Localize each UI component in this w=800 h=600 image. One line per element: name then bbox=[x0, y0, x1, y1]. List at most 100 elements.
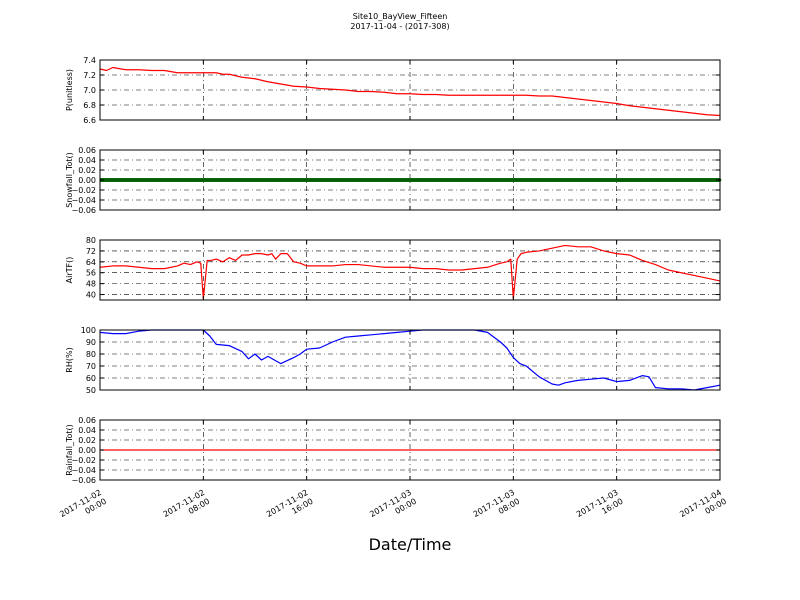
series-point bbox=[492, 178, 496, 182]
series-point bbox=[646, 178, 651, 182]
series-point bbox=[407, 178, 411, 182]
series-point bbox=[133, 178, 138, 182]
series-point bbox=[370, 178, 374, 182]
series-point bbox=[179, 178, 184, 182]
series-point bbox=[681, 178, 685, 182]
series-point bbox=[336, 178, 340, 182]
series-point bbox=[446, 178, 450, 182]
series-point bbox=[278, 178, 282, 182]
series-point bbox=[587, 178, 591, 182]
series-point bbox=[159, 178, 163, 182]
y-axis-label: Rainfall_Tot() bbox=[65, 424, 74, 476]
series-point bbox=[297, 178, 301, 182]
series-point bbox=[695, 178, 699, 182]
series-point bbox=[529, 178, 533, 182]
y-tick-label: 50 bbox=[86, 386, 96, 395]
series-point bbox=[281, 178, 285, 182]
y-tick-label: −0.04 bbox=[71, 466, 96, 475]
series-point bbox=[570, 178, 575, 182]
series-point bbox=[400, 178, 404, 182]
series-point bbox=[366, 178, 370, 182]
subplot-2: 0.060.040.020.00−0.02−0.04−0.06Snowfall_… bbox=[65, 146, 722, 215]
series-point bbox=[619, 178, 623, 182]
series-point bbox=[676, 178, 680, 182]
series-point bbox=[683, 178, 687, 182]
series-point bbox=[354, 178, 358, 182]
y-tick-label: 0.04 bbox=[78, 156, 96, 165]
series-point bbox=[566, 178, 570, 182]
series-point bbox=[573, 178, 577, 182]
series-point bbox=[409, 178, 414, 182]
series-point bbox=[301, 178, 305, 182]
series-point bbox=[246, 178, 250, 182]
series-point bbox=[361, 178, 365, 182]
series-point bbox=[511, 178, 515, 182]
chart-title: Site10_BayView_Fifteen bbox=[353, 12, 448, 21]
series-point bbox=[485, 178, 489, 182]
series-point bbox=[290, 178, 294, 182]
series-point bbox=[538, 178, 542, 182]
y-tick-label: 72 bbox=[86, 247, 96, 256]
series-point bbox=[214, 178, 218, 182]
series-point bbox=[368, 178, 372, 182]
y-tick-label: −0.02 bbox=[71, 186, 96, 195]
series-point bbox=[702, 178, 706, 182]
series-point bbox=[460, 178, 464, 182]
series-point bbox=[580, 178, 584, 182]
series-point bbox=[518, 178, 522, 182]
series-point bbox=[375, 178, 379, 182]
series-point bbox=[398, 178, 402, 182]
series-point bbox=[322, 178, 326, 182]
series-point bbox=[113, 178, 117, 182]
series-point bbox=[697, 178, 701, 182]
x-axis-label: Date/Time bbox=[369, 535, 452, 554]
series-point bbox=[186, 178, 190, 182]
series-point bbox=[472, 178, 476, 182]
series-point bbox=[131, 178, 135, 182]
series-point bbox=[136, 178, 140, 182]
y-tick-label: −0.06 bbox=[71, 206, 96, 215]
series-point bbox=[536, 178, 540, 182]
series-point bbox=[692, 178, 697, 182]
series-point bbox=[557, 178, 561, 182]
series-point bbox=[568, 178, 572, 182]
y-tick-label: 6.6 bbox=[83, 116, 96, 125]
series-point bbox=[651, 178, 655, 182]
series-point bbox=[426, 178, 430, 182]
series-point bbox=[628, 178, 632, 182]
series-point bbox=[115, 178, 119, 182]
series-point bbox=[547, 178, 552, 182]
series-point bbox=[248, 178, 253, 182]
series-point bbox=[430, 178, 434, 182]
series-point bbox=[483, 178, 487, 182]
series-point bbox=[639, 178, 644, 182]
y-tick-label: 56 bbox=[86, 269, 96, 278]
series-point bbox=[704, 178, 708, 182]
series-point bbox=[384, 178, 388, 182]
series-point bbox=[713, 178, 717, 182]
series-point bbox=[221, 178, 225, 182]
series-point bbox=[198, 178, 202, 182]
series-point bbox=[120, 178, 124, 182]
y-tick-label: 0.06 bbox=[78, 146, 96, 155]
series-point bbox=[552, 178, 556, 182]
series-point bbox=[405, 178, 409, 182]
series-point bbox=[644, 178, 648, 182]
series-point bbox=[635, 178, 639, 182]
series-point bbox=[299, 178, 303, 182]
series-point bbox=[662, 178, 667, 182]
subplot-1: 7.4 7.2 7.0 6.8 6.6 P(unitless) bbox=[65, 56, 721, 125]
series-point bbox=[623, 178, 628, 182]
series-point bbox=[439, 178, 443, 182]
subplot-5: 0.060.040.020.00−0.02−0.04−0.06Rainfall_… bbox=[65, 416, 721, 485]
series-point bbox=[543, 178, 547, 182]
series-point bbox=[476, 178, 480, 182]
series-point bbox=[633, 178, 637, 182]
series-point bbox=[458, 178, 462, 182]
y-tick-label: 6.8 bbox=[83, 101, 96, 110]
y-tick-label: 7.0 bbox=[83, 86, 96, 95]
